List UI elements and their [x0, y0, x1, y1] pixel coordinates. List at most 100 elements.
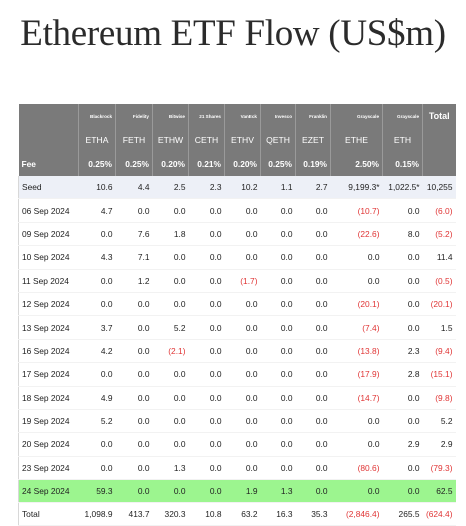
flow-cell: 0.0	[152, 292, 189, 317]
flow-cell: 0.0	[330, 432, 383, 457]
flow-cell: 7.6	[115, 222, 153, 247]
flow-cell: 0.0	[115, 456, 153, 481]
flow-cell: 0.0	[188, 386, 225, 410]
provider-name: 21 Shares	[188, 104, 225, 128]
flow-cell: 0.0	[188, 432, 225, 457]
flow-cell: 0.0	[224, 245, 261, 270]
flow-cell: 0.0	[115, 292, 153, 317]
flow-cell: 0.0	[224, 432, 261, 457]
flow-cell: 2.5	[152, 176, 189, 200]
fee-value: 0.19%	[295, 152, 331, 176]
fee-value: 0.20%	[224, 152, 261, 176]
flow-cell: 0.0	[188, 269, 225, 293]
flow-cell: 0.0	[188, 409, 225, 434]
flow-cell: 2.9	[382, 432, 423, 457]
flow-cell: 0.0	[188, 222, 225, 247]
row-total-cell: 11.4	[422, 245, 456, 270]
flow-cell: 0.0	[295, 315, 331, 340]
flow-cell: 0.0	[382, 479, 423, 504]
flow-cell: 10.2	[224, 176, 261, 200]
table-row: 24 Sep 2024 59.3 0.0 0.0 0.0 1.9 1.3 0.0 0.0 0.0 6…	[18, 479, 456, 504]
flow-cell: 0.0	[295, 479, 331, 504]
flow-cell: 0.0	[295, 456, 331, 481]
ticker-header-row: ETHA FETH ETHW CETH ETHV QETH EZET ETHE …	[18, 128, 456, 152]
flow-cell: 0.0	[382, 315, 423, 340]
flow-cell: 0.0	[188, 292, 225, 317]
flow-cell: 0.0	[330, 479, 383, 504]
flow-cell: (1.7)	[224, 269, 261, 293]
row-total-cell: (5.2)	[422, 222, 456, 247]
table-row: 19 Sep 2024 5.2 0.0 0.0 0.0 0.0 0.0 0.0 0.0 0.0 5.…	[18, 409, 456, 434]
fee-row: Fee 0.25% 0.25% 0.20% 0.21% 0.20% 0.25% …	[18, 152, 456, 176]
ticker-label: ETHE	[330, 128, 383, 152]
provider-name: Blackrock	[78, 104, 116, 128]
row-total-cell: (15.1)	[422, 362, 456, 387]
flow-cell: 0.0	[382, 292, 423, 317]
row-total-cell: (20.1)	[422, 292, 456, 317]
flow-cell: 4.2	[78, 339, 116, 364]
flow-cell: 2.3	[382, 339, 423, 364]
row-total-cell: 10,255	[422, 176, 456, 200]
flow-cell: 4.4	[115, 176, 153, 200]
flow-cell: 0.0	[224, 292, 261, 317]
row-label: 06 Sep 2024	[18, 198, 79, 223]
flow-cell: 0.0	[330, 245, 383, 270]
row-total-cell: (9.8)	[422, 386, 456, 410]
flow-cell: (20.1)	[330, 292, 383, 317]
total-column-header: Total	[422, 104, 456, 128]
table-row: 06 Sep 2024 4.7 0.0 0.0 0.0 0.0 0.0 0.0 (10.7) 0.…	[18, 198, 456, 223]
flow-cell: 0.0	[295, 269, 331, 293]
flow-cell: (80.6)	[330, 456, 383, 481]
flow-cell: 0.0	[330, 269, 383, 293]
ticker-label: ETHA	[78, 128, 116, 152]
flow-cell: 4.3	[78, 245, 116, 270]
flow-cell: 2.8	[382, 362, 423, 387]
flow-cell: 0.0	[188, 315, 225, 340]
fee-value: 0.21%	[188, 152, 225, 176]
flow-cell: (17.9)	[330, 362, 383, 387]
table-row: 18 Sep 2024 4.9 0.0 0.0 0.0 0.0 0.0 0.0 (14.7) 0.…	[18, 386, 456, 410]
flow-cell: 0.0	[295, 339, 331, 364]
flow-cell: 0.0	[260, 198, 296, 223]
flow-cell: 0.0	[260, 339, 296, 364]
flow-cell: 0.0	[382, 456, 423, 481]
etf-flow-table: Blackrock Fidelity Bitwise 21 Shares Van…	[18, 104, 456, 526]
flow-cell: 1.3	[260, 479, 296, 504]
flow-cell: 2.3	[188, 176, 225, 200]
flow-cell: 4.9	[78, 386, 116, 410]
page-title: Ethereum ETF Flow (US$m)	[20, 13, 446, 54]
row-label: 10 Sep 2024	[18, 245, 79, 270]
flow-cell: 0.0	[295, 222, 331, 247]
flow-cell: 0.0	[188, 362, 225, 387]
corner-cell	[422, 128, 456, 152]
flow-cell: 8.0	[382, 222, 423, 247]
flow-cell: 0.0	[115, 386, 153, 410]
flow-cell: 0.0	[188, 245, 225, 270]
flow-cell: 0.0	[78, 362, 116, 387]
row-total-cell: 5.2	[422, 409, 456, 434]
flow-cell: 0.0	[260, 456, 296, 481]
table-row: 09 Sep 2024 0.0 7.6 1.8 0.0 0.0 0.0 0.0 (22.6) 8.…	[18, 222, 456, 247]
flow-cell: 0.0	[224, 222, 261, 247]
row-total-cell: (6.0)	[422, 198, 456, 223]
flow-cell: 0.0	[115, 198, 153, 223]
flow-cell: 0.0	[152, 409, 189, 434]
row-total-cell: (0.5)	[422, 269, 456, 293]
table-row: Seed 10.6 4.4 2.5 2.3 10.2 1.1 2.7 9,199.3* 1,022…	[18, 176, 456, 200]
flow-cell: 0.0	[78, 456, 116, 481]
row-label: 20 Sep 2024	[18, 432, 79, 457]
flow-cell: 59.3	[78, 479, 116, 504]
flow-cell: (13.8)	[330, 339, 383, 364]
flow-cell: 0.0	[295, 245, 331, 270]
corner-cell	[422, 152, 456, 176]
flow-cell: 0.0	[152, 432, 189, 457]
flow-cell: 5.2	[78, 409, 116, 434]
flow-cell: 0.0	[115, 339, 153, 364]
row-label: 24 Sep 2024	[18, 479, 79, 504]
flow-cell: 0.0	[260, 315, 296, 340]
row-total-cell: 1.5	[422, 315, 456, 340]
flow-cell: 4.7	[78, 198, 116, 223]
fee-label: Fee	[18, 152, 79, 176]
flow-cell: 0.0	[115, 315, 153, 340]
flow-cell: 7.1	[115, 245, 153, 270]
